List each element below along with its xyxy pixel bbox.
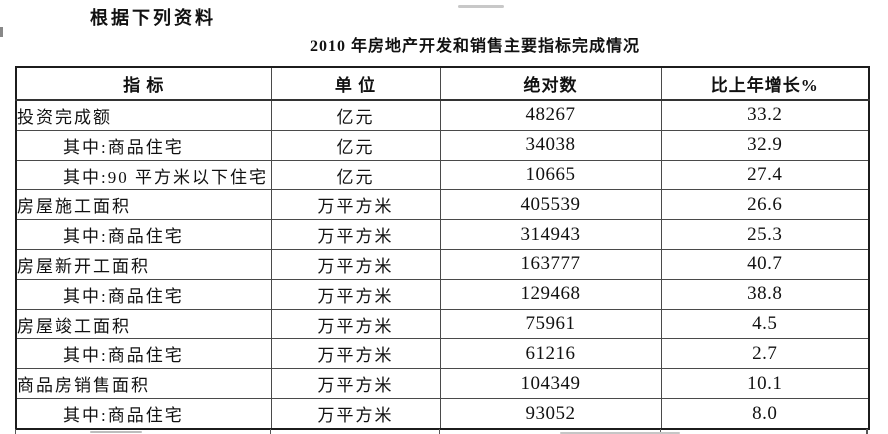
absolute-value-cell: 104349	[439, 368, 662, 400]
growth-value-cell: 25.3	[660, 219, 870, 251]
unit-cell: 亿元	[270, 129, 441, 161]
absolute-value-cell: 163777	[439, 249, 662, 280]
growth-value-cell: 33.2	[660, 99, 870, 131]
table-row: 其中:商品住宅 亿元 34038 32.9	[15, 129, 870, 161]
scan-smudge	[560, 432, 680, 434]
col-header-growth: 比上年增长%	[660, 66, 870, 101]
table-row: 投资完成额 亿元 48267 33.2	[15, 99, 870, 131]
table-row: 其中:商品住宅 万平方米 314943 25.3	[15, 219, 870, 251]
unit-cell: 亿元	[270, 99, 441, 131]
cutoff-row-line	[15, 429, 16, 434]
growth-value-cell: 26.6	[660, 189, 870, 221]
growth-value-cell: 8.0	[660, 398, 870, 430]
scan-smudge	[0, 27, 3, 37]
absolute-value-cell: 48267	[439, 99, 662, 131]
unit-cell: 万平方米	[270, 219, 441, 251]
cutoff-row-line	[270, 429, 271, 434]
col-header-indicator: 指 标	[15, 66, 272, 101]
growth-value-cell: 40.7	[660, 249, 870, 280]
indicator-cell: 其中:商品住宅	[15, 278, 272, 310]
col-header-unit: 单 位	[270, 66, 441, 101]
unit-cell: 万平方米	[270, 278, 441, 310]
indicator-cell: 商品房销售面积	[15, 368, 272, 400]
indicator-cell: 房屋新开工面积	[15, 249, 272, 280]
growth-value-cell: 4.5	[660, 308, 870, 340]
unit-cell: 万平方米	[270, 398, 441, 430]
indicator-cell: 房屋竣工面积	[15, 308, 272, 340]
table-row: 其中:商品住宅 万平方米 93052 8.0	[15, 398, 870, 430]
indicator-cell: 其中:商品住宅	[15, 398, 272, 430]
table-row: 房屋竣工面积 万平方米 75961 4.5	[15, 308, 870, 340]
lead-text: 根据下列资料	[90, 8, 216, 28]
table-row: 其中:商品住宅 万平方米 61216 2.7	[15, 338, 870, 370]
cutoff-row-line	[439, 429, 440, 434]
absolute-value-cell: 10665	[439, 159, 662, 191]
indicator-cell: 其中:90 平方米以下住宅	[15, 159, 272, 191]
indicators-table: 指 标 单 位 绝对数 比上年增长% 投资完成额 亿元 48267 33.2 其中:商品…	[15, 66, 870, 430]
indicator-cell: 其中:商品住宅	[15, 129, 272, 161]
growth-value-cell: 27.4	[660, 159, 870, 191]
table-header-row: 指 标 单 位 绝对数 比上年增长%	[15, 66, 870, 101]
indicator-cell: 房屋施工面积	[15, 189, 272, 221]
table-row: 其中:90 平方米以下住宅 亿元 10665 27.4	[15, 159, 870, 191]
growth-value-cell: 32.9	[660, 129, 870, 161]
indicator-cell: 投资完成额	[15, 99, 272, 131]
absolute-value-cell: 61216	[439, 338, 662, 370]
unit-cell: 万平方米	[270, 249, 441, 280]
unit-cell: 亿元	[270, 159, 441, 191]
growth-value-cell: 2.7	[660, 338, 870, 370]
absolute-value-cell: 405539	[439, 189, 662, 221]
absolute-value-cell: 129468	[439, 278, 662, 310]
col-header-absolute: 绝对数	[439, 66, 662, 101]
table-row: 房屋新开工面积 万平方米 163777 40.7	[15, 249, 870, 280]
scan-smudge	[90, 431, 142, 433]
cutoff-row-line	[866, 429, 868, 434]
cutoff-row-line	[660, 429, 661, 434]
table-row: 商品房销售面积 万平方米 104349 10.1	[15, 368, 870, 400]
unit-cell: 万平方米	[270, 338, 441, 370]
table-row: 房屋施工面积 万平方米 405539 26.6	[15, 189, 870, 221]
absolute-value-cell: 93052	[439, 398, 662, 430]
absolute-value-cell: 75961	[439, 308, 662, 340]
absolute-value-cell: 34038	[439, 129, 662, 161]
unit-cell: 万平方米	[270, 368, 441, 400]
table-title: 2010 年房地产开发和销售主要指标完成情况	[309, 38, 640, 55]
absolute-value-cell: 314943	[439, 219, 662, 251]
unit-cell: 万平方米	[270, 308, 441, 340]
indicator-cell: 其中:商品住宅	[15, 219, 272, 251]
scan-smudge	[458, 5, 504, 8]
indicator-cell: 其中:商品住宅	[15, 338, 272, 370]
growth-value-cell: 38.8	[660, 278, 870, 310]
table-row: 其中:商品住宅 万平方米 129468 38.8	[15, 278, 870, 310]
growth-value-cell: 10.1	[660, 368, 870, 400]
unit-cell: 万平方米	[270, 189, 441, 221]
